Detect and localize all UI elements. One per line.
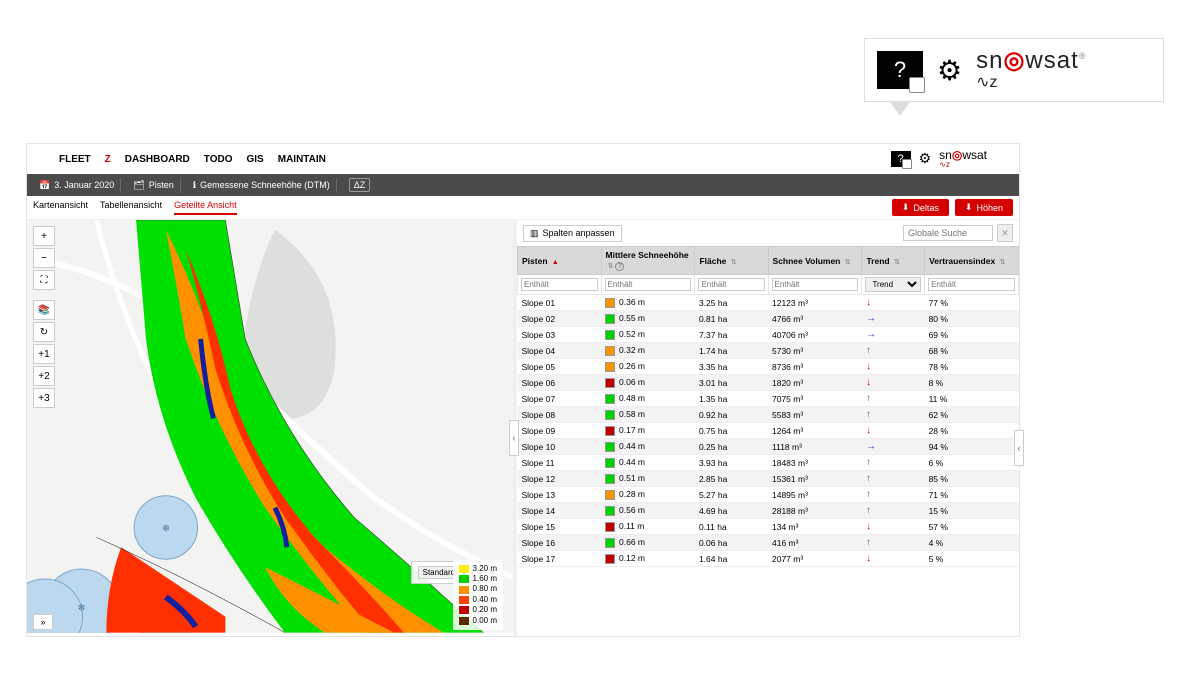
table-row[interactable]: Slope 100.44 m0.25 ha1118 m³→94 %: [518, 439, 1019, 455]
col-header[interactable]: Mittlere Schneehöhe ⇅?: [601, 247, 695, 275]
col-header[interactable]: Schnee Volumen ⇅: [768, 247, 862, 275]
map-ctrl[interactable]: 📚: [33, 300, 55, 320]
map-expand-button[interactable]: »: [33, 614, 53, 630]
help-icon[interactable]: ?: [891, 151, 911, 167]
legend-row: 0.40 m: [459, 595, 497, 605]
tab-1[interactable]: Tabellenansicht: [100, 200, 162, 215]
map-pane[interactable]: ❄ ❄ ❄ +−⛶📚↻+1+2+3: [27, 220, 517, 636]
legend-row: 0.00 m: [459, 616, 497, 626]
col-header[interactable]: Fläche ⇅: [695, 247, 768, 275]
filter-trend[interactable]: Trend: [865, 277, 921, 292]
svg-text:❄: ❄: [77, 603, 85, 614]
table-row[interactable]: Slope 030.52 m7.37 ha40706 m³→69 %: [518, 327, 1019, 343]
svg-text:❄: ❄: [162, 523, 170, 534]
help-icon-large[interactable]: ?: [877, 51, 923, 89]
top-nav: FLEET Z DASHBOARD TODO GIS MAINTAIN ? ⚙ sn◎ws…: [27, 144, 1019, 174]
split-handle-right[interactable]: ‹: [1014, 430, 1024, 466]
data-pane: ▥ Spalten anpassen ✕ Pisten ▲Mittlere Sc…: [517, 220, 1019, 636]
col-header[interactable]: Pisten ▲: [518, 247, 602, 275]
app-window: FLEET Z DASHBOARD TODO GIS MAINTAIN ? ⚙ sn◎ws…: [26, 143, 1020, 637]
logo-large: sn◎wsat® ∿z: [976, 49, 1086, 91]
legend-row: 1.60 m: [459, 574, 497, 584]
table-row[interactable]: Slope 130.28 m5.27 ha14895 m³↑71 %: [518, 487, 1019, 503]
map-ctrl[interactable]: −: [33, 248, 55, 268]
map-ctrl[interactable]: ⛶: [33, 270, 55, 290]
date-picker[interactable]: 📅 3. Januar 2020: [33, 178, 121, 193]
table-row[interactable]: Slope 070.48 m1.35 ha7075 m³↑11 %: [518, 391, 1019, 407]
gear-icon[interactable]: ⚙: [919, 150, 932, 167]
download-heights-button[interactable]: ⬇ Höhen: [955, 199, 1013, 216]
global-search-input[interactable]: [903, 225, 993, 241]
help-callout: ? ⚙ sn◎wsat® ∿z: [864, 38, 1164, 102]
columns-button[interactable]: ▥ Spalten anpassen: [523, 225, 622, 242]
nav-item-fleet[interactable]: FLEET: [59, 154, 91, 165]
delta-z-toggle[interactable]: ΔZ: [349, 178, 371, 192]
filter-input[interactable]: [605, 278, 692, 291]
filter-input[interactable]: [698, 278, 764, 291]
gear-icon-large[interactable]: ⚙: [937, 54, 962, 87]
table-row[interactable]: Slope 150.11 m0.11 ha134 m³↓57 %: [518, 519, 1019, 535]
map-controls: +−⛶ 📚↻+1+2+3: [33, 226, 55, 408]
data-toolbar: ▥ Spalten anpassen ✕: [517, 220, 1019, 246]
legend-row: 3.20 m: [459, 564, 497, 574]
filter-input[interactable]: [772, 278, 859, 291]
nav-item-todo[interactable]: TODO: [204, 154, 233, 165]
table-row[interactable]: Slope 060.06 m3.01 ha1820 m³↓8 %: [518, 375, 1019, 391]
view-tabs: Kartenansicht Tabellenansicht Geteilte Ans…: [33, 200, 237, 215]
map-ctrl[interactable]: +3: [33, 388, 55, 408]
map-ctrl[interactable]: ↻: [33, 322, 55, 342]
callout-tail: [890, 102, 910, 116]
metric-picker[interactable]: ℹ Gemessene Schneehöhe (DTM): [187, 178, 337, 193]
view-tabs-row: Kartenansicht Tabellenansicht Geteilte Ans…: [27, 196, 1019, 220]
table-row[interactable]: Slope 170.12 m1.64 ha2077 m³↓5 %: [518, 551, 1019, 567]
nav-item-dashboard[interactable]: DASHBOARD: [125, 154, 190, 165]
nav-item-maintain[interactable]: MAINTAIN: [278, 154, 326, 165]
split-handle-left[interactable]: ‹: [509, 420, 519, 456]
col-header[interactable]: Trend ⇅: [862, 247, 925, 275]
table-row[interactable]: Slope 120.51 m2.85 ha15361 m³↑85 %: [518, 471, 1019, 487]
filter-input[interactable]: [521, 278, 598, 291]
context-bar: 📅 3. Januar 2020 🗂 Pisten ℹ Gemessene Sc…: [27, 174, 1019, 196]
table-row[interactable]: Slope 020.55 m0.81 ha4766 m³→80 %: [518, 311, 1019, 327]
nav-item-z[interactable]: Z: [105, 154, 111, 165]
map-ctrl[interactable]: +1: [33, 344, 55, 364]
tab-0[interactable]: Kartenansicht: [33, 200, 88, 215]
split-view: ❄ ❄ ❄ +−⛶📚↻+1+2+3: [27, 220, 1019, 636]
table-row[interactable]: Slope 010.36 m3.25 ha12123 m³↓77 %: [518, 295, 1019, 311]
map-ctrl: [33, 292, 55, 298]
slopes-table: Pisten ▲Mittlere Schneehöhe ⇅?Fläche ⇅Sc…: [517, 246, 1019, 567]
clear-search-button[interactable]: ✕: [997, 224, 1013, 242]
table-row[interactable]: Slope 080.58 m0.92 ha5583 m³↑62 %: [518, 407, 1019, 423]
legend-row: 0.80 m: [459, 584, 497, 594]
layer-picker[interactable]: 🗂 Pisten: [127, 178, 180, 193]
download-deltas-button[interactable]: ⬇ Deltas: [892, 199, 949, 216]
tab-2[interactable]: Geteilte Ansicht: [174, 200, 237, 215]
nav-menu: FLEET Z DASHBOARD TODO GIS MAINTAIN: [59, 154, 326, 165]
table-row[interactable]: Slope 090.17 m0.75 ha1264 m³↓28 %: [518, 423, 1019, 439]
nav-item-gis[interactable]: GIS: [247, 154, 264, 165]
table-row[interactable]: Slope 140.56 m4.69 ha28188 m³↑15 %: [518, 503, 1019, 519]
map-ctrl[interactable]: +: [33, 226, 55, 246]
logo: sn◎wsat ∿z: [939, 150, 987, 168]
filter-input[interactable]: [928, 278, 1015, 291]
table-row[interactable]: Slope 160.66 m0.06 ha416 m³↑4 %: [518, 535, 1019, 551]
color-legend: 3.20 m1.60 m0.80 m0.40 m0.20 m0.00 m: [453, 560, 503, 630]
map-ctrl[interactable]: +2: [33, 366, 55, 386]
table-row[interactable]: Slope 110.44 m3.93 ha18483 m³↑6 %: [518, 455, 1019, 471]
legend-row: 0.20 m: [459, 605, 497, 615]
col-header[interactable]: Vertrauensindex ⇅: [925, 247, 1019, 275]
table-row[interactable]: Slope 040.32 m1.74 ha5730 m³↑68 %: [518, 343, 1019, 359]
table-row[interactable]: Slope 050.26 m3.35 ha8736 m³↓78 %: [518, 359, 1019, 375]
